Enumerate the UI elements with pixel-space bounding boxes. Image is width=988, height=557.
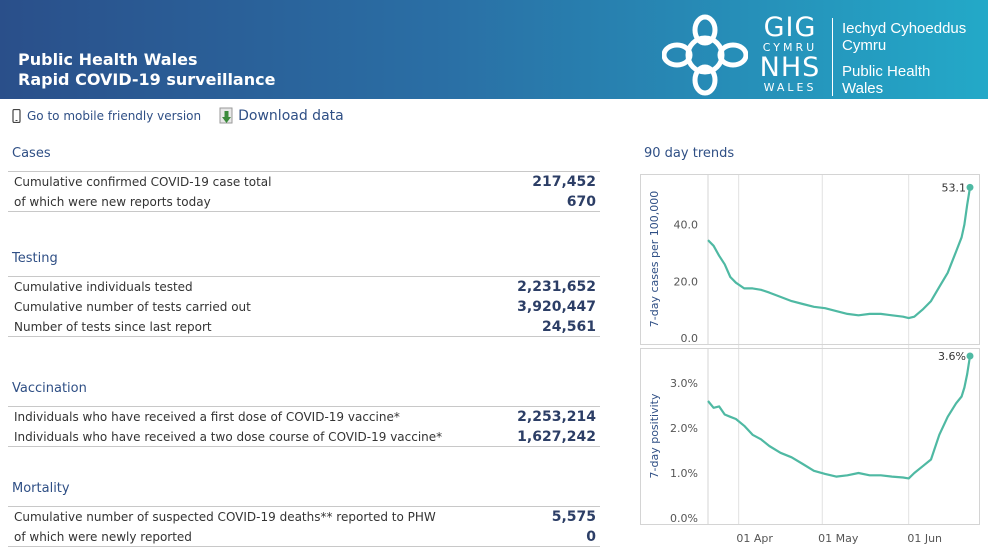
table-row: Cumulative number of suspected COVID-19 … [14,507,596,527]
y-axis-label: 7-day cases per 100,000 [648,191,661,327]
x-tick-label: 01 May [818,532,859,545]
title-line-2: Rapid COVID-19 surveillance [18,70,276,89]
row-value: 2,253,214 [517,409,596,425]
table-row: of which were new reports today 670 [14,192,596,212]
header-banner: Public Health Wales Rapid COVID-19 surve… [0,0,988,99]
series-line [707,355,972,480]
divider [8,546,600,547]
series-end-point [966,183,974,191]
nhs-text: NHS [759,52,821,83]
org-english-name-1: Public Health [842,63,931,80]
cymru-text: CYMRU [762,41,818,54]
series-line [707,187,972,320]
trends-chart: 01 Apr 01 May 01 Jun 0.0 20.0 40.0 7-day cases… [640,174,980,545]
row-label: of which were newly reported [14,530,192,544]
row-value: 2,231,652 [517,279,596,295]
row-value: 24,561 [541,319,596,335]
trends-title: 90 day trends [644,146,735,161]
gig-text: GIG [763,12,817,43]
row-value: 5,575 [551,509,596,525]
divider [8,336,600,337]
mobile-phone-icon [12,109,21,123]
x-tick-label: 01 Jun [907,532,942,545]
y-tick-label: 2.0% [670,422,698,435]
table-row: Individuals who have received a two dose… [14,427,596,447]
divider [8,276,600,277]
y-tick-label: 0.0% [670,512,698,525]
series-end-point [966,352,974,360]
table-row: of which were newly reported 0 [14,527,596,547]
row-label: Cumulative number of tests carried out [14,300,251,314]
org-welsh-name-2: Cymru [842,37,887,54]
divider [8,406,600,407]
download-data-label: Download data [238,108,344,124]
org-welsh-name-1: Iechyd Cyhoeddus [842,20,967,37]
row-value: 217,452 [532,174,596,190]
chart-panel-frame [640,348,980,525]
row-label: of which were new reports today [14,195,211,209]
row-value: 1,627,242 [517,429,596,445]
y-tick-label: 3.0% [670,377,698,390]
table-row: Individuals who have received a first do… [14,407,596,427]
row-value: 670 [566,194,596,210]
mobile-version-link[interactable]: Go to mobile friendly version [12,109,201,123]
y-tick-label: 20.0 [674,275,699,288]
series-end-label: 3.6% [938,350,966,363]
x-tick-label: 01 Apr [736,532,773,545]
table-row: Cumulative confirmed COVID-19 case total… [14,172,596,192]
testing-section-title: Testing [12,251,58,266]
celtic-knot-logo-icon [662,14,748,96]
download-data-link[interactable]: Download data [219,107,344,125]
row-label: Cumulative number of suspected COVID-19 … [14,510,436,524]
divider [8,446,600,447]
y-tick-label: 40.0 [674,219,699,232]
divider [8,506,600,507]
vaccination-section-title: Vaccination [12,381,87,396]
row-label: Number of tests since last report [14,320,212,334]
mortality-section-title: Mortality [12,481,70,496]
gig-cymru-nhs-wales-logo: GIG CYMRU NHS WALES [757,14,823,98]
table-row: Cumulative individuals tested 2,231,652 [14,277,596,297]
wales-text: WALES [763,81,817,94]
table-row: Cumulative number of tests carried out 3… [14,297,596,317]
row-label: Cumulative confirmed COVID-19 case total [14,175,272,189]
y-tick-label: 1.0% [670,467,698,480]
y-tick-label: 0.0 [681,332,699,345]
download-icon [219,107,233,124]
table-row: Number of tests since last report 24,561 [14,317,596,337]
series-end-label: 53.1 [942,181,967,194]
row-label: Cumulative individuals tested [14,280,193,294]
y-axis-label: 7-day positivity [648,393,661,478]
page-title: Public Health Wales Rapid COVID-19 surve… [18,50,275,90]
row-label: Individuals who have received a first do… [14,410,400,424]
mobile-version-label: Go to mobile friendly version [27,109,202,123]
divider [8,171,600,172]
toolbar: Go to mobile friendly version Download d… [12,106,344,126]
row-value: 3,920,447 [517,299,596,315]
chart-panel-frame [640,174,980,345]
cases-section-title: Cases [12,146,51,161]
row-label: Individuals who have received a two dose… [14,430,443,444]
divider [8,211,600,212]
org-english-name-2: Wales [842,80,884,97]
logo-divider [832,18,833,96]
title-line-1: Public Health Wales [18,50,198,69]
row-value: 0 [586,529,596,545]
